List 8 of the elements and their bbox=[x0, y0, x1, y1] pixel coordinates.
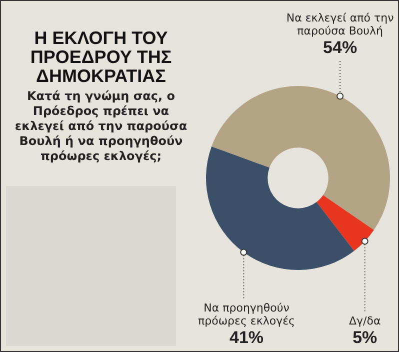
text: Κατά τη γνώμη σας, ο Πρόεδρος πρέπει να εκλεγεί από την παρούσα Βουλή ή να προηγηθούν πρόωρες εκλογές; bbox=[14, 89, 188, 164]
data-label: 54% bbox=[323, 38, 358, 58]
text: Η ΕΚΛΟΓΗ ΤΟΥ ΠΡΟΕΔΡΟΥ ΤΗΣ ΔΗΜΟΚΡΑΤΙΑΣ bbox=[29, 28, 173, 86]
slice-label: Να εκλεγεί από την παρούσα Βουλή bbox=[286, 11, 394, 38]
slice-label: Δγ/δα bbox=[348, 314, 381, 328]
data-label: 41% bbox=[229, 328, 264, 348]
data-label: 5% bbox=[352, 328, 378, 348]
slice-label: Να προηγηθούν πρόωρες εκλογές bbox=[198, 301, 296, 328]
